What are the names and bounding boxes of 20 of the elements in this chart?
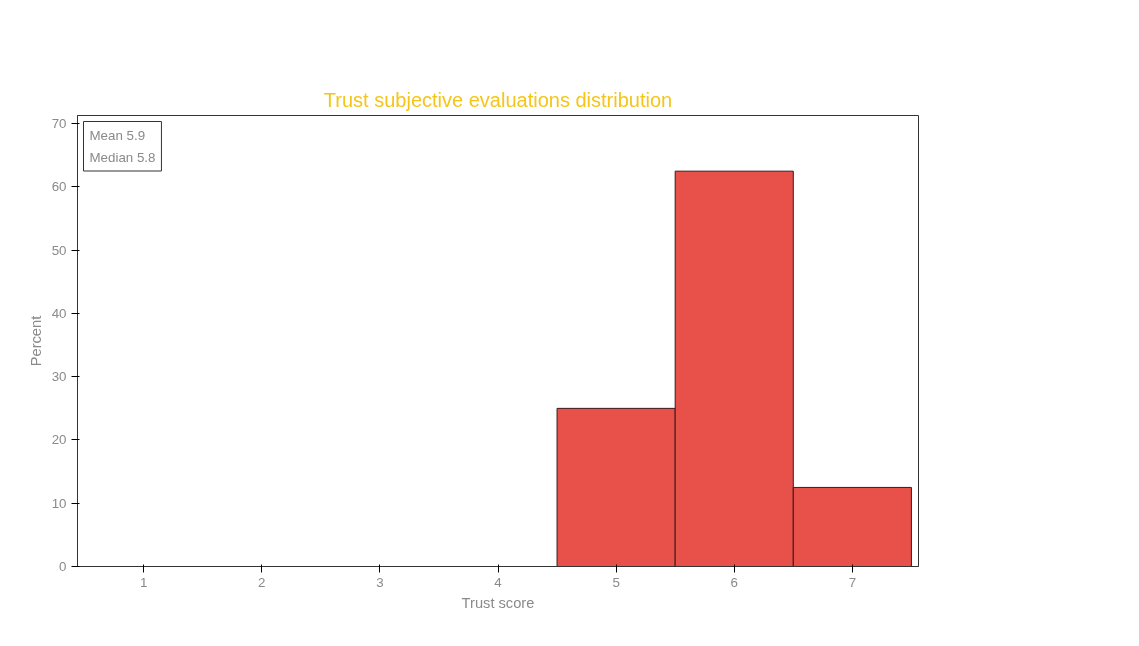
annotation: Median 5.8 xyxy=(89,150,156,165)
x-tick-label: 1 xyxy=(139,574,148,590)
chart-title: Trust subjective evaluations distribution xyxy=(323,88,673,111)
annotation: Mean 5.9 xyxy=(89,127,146,143)
y-tick-label: 0 xyxy=(59,559,67,574)
x-tick-label: 7 xyxy=(848,574,857,590)
y-tick-label: 40 xyxy=(51,305,67,321)
x-tick-label: 2 xyxy=(258,574,266,590)
y-tick-label: 50 xyxy=(51,242,67,258)
y-tick-label: 30 xyxy=(51,369,67,385)
x-tick-label: 5 xyxy=(612,574,620,590)
x-tick-label: 6 xyxy=(730,574,738,590)
x-axis-title: Trust score xyxy=(461,594,535,611)
y-axis-title: Percent xyxy=(27,315,44,367)
x-tick-label: 4 xyxy=(494,574,503,590)
y-tick-label: 20 xyxy=(51,432,67,448)
y-tick-label: 60 xyxy=(51,179,67,195)
y-tick-label: 70 xyxy=(51,116,67,132)
x-tick-label: 3 xyxy=(376,574,384,590)
y-tick-label: 10 xyxy=(51,495,67,511)
